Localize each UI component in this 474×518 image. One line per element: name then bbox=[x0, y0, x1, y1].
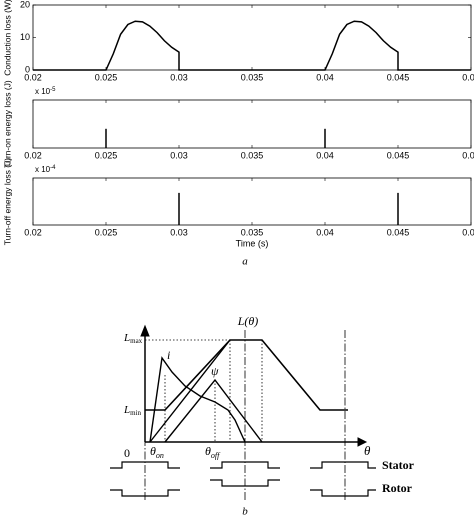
x-tick-label: 0.025 bbox=[95, 227, 118, 237]
l-min-label: Lmin bbox=[123, 404, 142, 417]
x-tick-label: 0.05 bbox=[462, 150, 474, 160]
symbol: L bbox=[123, 332, 130, 344]
caption-b: b bbox=[242, 506, 248, 518]
axes-box bbox=[32, 177, 472, 226]
y-tick-label: 20 bbox=[20, 0, 30, 9]
x-tick-label: 0.02 bbox=[24, 150, 42, 160]
multiplier-exponent: -4 bbox=[50, 165, 56, 171]
x-tick-label: 0.03 bbox=[170, 150, 188, 160]
inductance-profile bbox=[145, 339, 348, 411]
symbol: θ bbox=[205, 444, 211, 458]
guides bbox=[145, 339, 263, 442]
x-tick-label: 0.04 bbox=[316, 150, 334, 160]
axis-multiplier: x 10-4 bbox=[35, 165, 56, 175]
flux-label: ψ bbox=[211, 364, 219, 378]
y-axis-label: Turn-on energy loss (J) bbox=[2, 80, 12, 168]
x-tick-label: 0.05 bbox=[462, 227, 474, 237]
x-tick-label: 0.035 bbox=[241, 72, 264, 82]
current-curve bbox=[149, 356, 246, 443]
origin-label: 0 bbox=[124, 446, 130, 460]
rotor-label: Rotor bbox=[382, 481, 413, 495]
x-tick-label: 0.04 bbox=[316, 72, 334, 82]
x-tick-label: 0.035 bbox=[241, 227, 264, 237]
y-tick-label: 10 bbox=[20, 32, 30, 42]
axis-multiplier: x 10-5 bbox=[35, 87, 56, 97]
x-tick-label: 0.025 bbox=[95, 72, 118, 82]
symbol: L bbox=[123, 404, 130, 416]
x-tick-label: 0.04 bbox=[316, 227, 334, 237]
l-max-label: Lmax bbox=[123, 332, 143, 345]
current-label: i bbox=[167, 348, 170, 362]
multiplier-base: x 10 bbox=[35, 87, 51, 96]
x-tick-label: 0.02 bbox=[24, 227, 42, 237]
multiplier-base: x 10 bbox=[35, 165, 51, 174]
diagram bbox=[110, 324, 376, 500]
arrow bbox=[357, 437, 368, 447]
x-tick-label: 0.045 bbox=[387, 72, 410, 82]
x-tick-label: 0.045 bbox=[387, 227, 410, 237]
x-tick-label: 0.05 bbox=[462, 72, 474, 82]
axes-box bbox=[32, 4, 472, 71]
x-axis-label: Time (s) bbox=[236, 238, 269, 248]
stator-label: Stator bbox=[382, 458, 415, 472]
subscript: on bbox=[156, 451, 164, 460]
theta-on-label: θon bbox=[150, 444, 164, 460]
axes-box bbox=[32, 99, 472, 149]
loss-curve bbox=[33, 20, 471, 71]
subscript: max bbox=[130, 337, 143, 345]
symbol: θ bbox=[150, 444, 156, 458]
caption-a: a bbox=[242, 256, 248, 268]
x-tick-label: 0.025 bbox=[95, 150, 118, 160]
pole-centers bbox=[144, 330, 346, 500]
l-theta-label: L(θ) bbox=[237, 314, 259, 328]
flux-curve bbox=[164, 378, 263, 443]
x-tick-label: 0.03 bbox=[170, 72, 188, 82]
x-tick-label: 0.02 bbox=[24, 72, 42, 82]
theta-off-label: θoff bbox=[205, 444, 221, 460]
subscript: off bbox=[211, 451, 221, 460]
subscript: min bbox=[130, 409, 141, 417]
inductance-rise bbox=[149, 339, 231, 443]
y-axis-label: Conduction loss (W) bbox=[2, 0, 12, 76]
theta-label: θ bbox=[364, 443, 371, 458]
stator-rotor bbox=[110, 461, 376, 497]
x-tick-label: 0.03 bbox=[170, 227, 188, 237]
x-tick-label: 0.035 bbox=[241, 150, 264, 160]
y-axis-label: Turn-off energy loss (J) bbox=[2, 158, 12, 246]
multiplier-exponent: -5 bbox=[50, 87, 56, 93]
x-tick-label: 0.045 bbox=[387, 150, 410, 160]
y-tick-label: 0 bbox=[25, 64, 30, 74]
